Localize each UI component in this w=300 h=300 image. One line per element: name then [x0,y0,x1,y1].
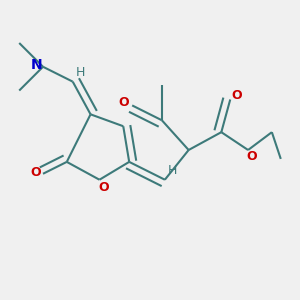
Text: N: N [31,58,42,72]
Text: H: H [168,164,177,177]
Text: O: O [99,181,109,194]
Text: O: O [246,150,257,163]
Text: H: H [76,66,85,79]
Text: O: O [30,166,41,179]
Text: O: O [231,88,242,101]
Text: O: O [118,96,129,109]
